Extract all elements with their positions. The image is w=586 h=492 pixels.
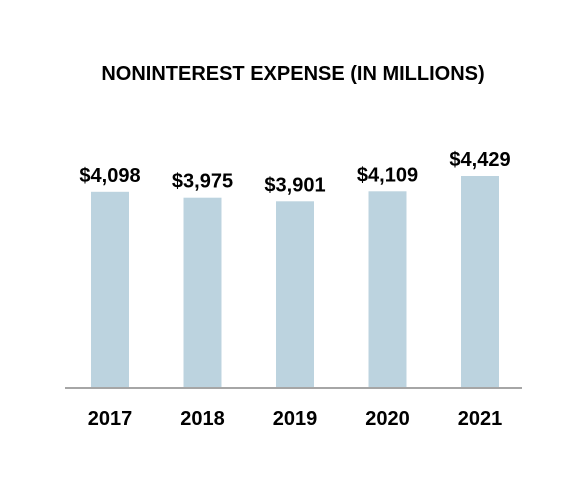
x-tick-label-2021: 2021 xyxy=(458,408,503,430)
value-labels-group: $4,098 $3,975 $3,901 $4,109 $4,429 xyxy=(79,149,510,196)
chart-title: NONINTEREST EXPENSE (IN MILLIONS) xyxy=(101,63,485,85)
value-label-2021: $4,429 xyxy=(449,149,510,171)
bar-2017 xyxy=(91,191,129,388)
value-label-2019: $3,901 xyxy=(264,174,325,196)
value-label-2020: $4,109 xyxy=(357,164,418,186)
value-label-2017: $4,098 xyxy=(79,165,140,187)
bar-2021 xyxy=(461,176,499,388)
bar-2018 xyxy=(183,197,222,388)
bars-group xyxy=(91,176,499,388)
x-tick-label-2018: 2018 xyxy=(180,408,225,430)
x-tick-label-2020: 2020 xyxy=(365,408,410,430)
value-label-2018: $3,975 xyxy=(172,171,233,193)
bar-2020 xyxy=(368,191,407,388)
tick-labels-group: 2017 2018 2019 2020 2021 xyxy=(88,408,503,430)
x-tick-label-2017: 2017 xyxy=(88,408,133,430)
x-tick-label-2019: 2019 xyxy=(273,408,318,430)
bar-2019 xyxy=(276,201,314,388)
